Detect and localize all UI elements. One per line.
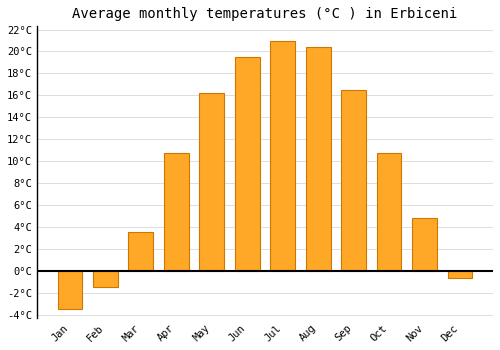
Bar: [306, 47, 330, 271]
Bar: [341, 90, 366, 271]
Bar: [93, 271, 118, 287]
Title: Average monthly temperatures (°C ) in Erbiceni: Average monthly temperatures (°C ) in Er…: [72, 7, 458, 21]
Bar: [448, 271, 472, 278]
Bar: [164, 153, 188, 271]
Bar: [412, 218, 437, 271]
Bar: [58, 271, 82, 309]
Bar: [376, 153, 402, 271]
Bar: [235, 57, 260, 271]
Bar: [200, 93, 224, 271]
Bar: [128, 232, 154, 271]
Bar: [270, 41, 295, 271]
